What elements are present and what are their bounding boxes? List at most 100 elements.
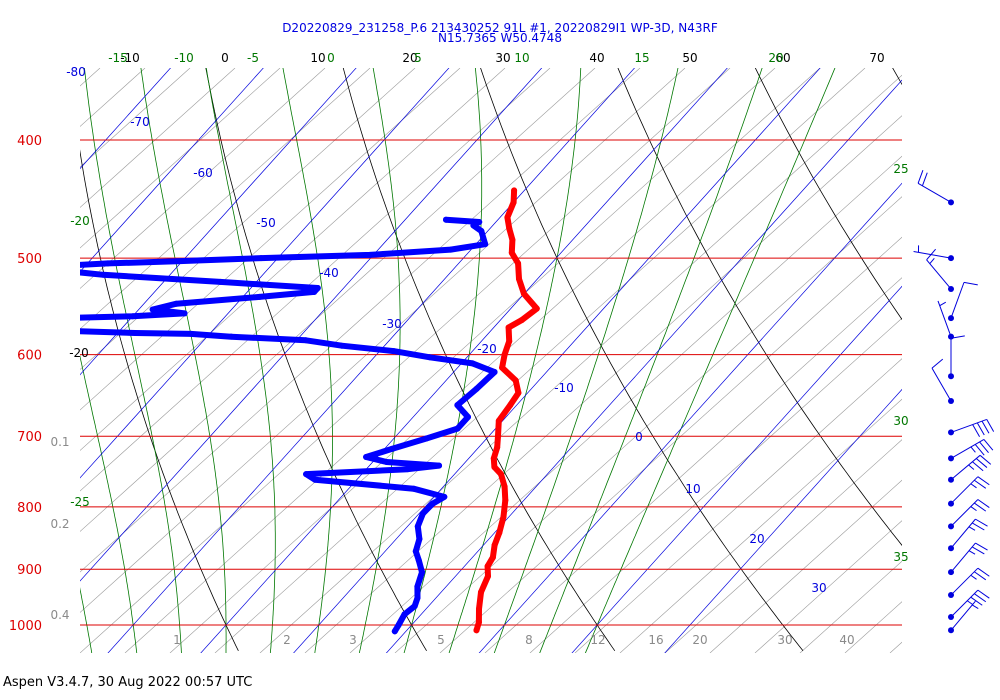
dewpoint-profile-point	[441, 493, 448, 500]
wind-barb-feather	[977, 567, 990, 577]
grid-line	[709, 479, 902, 653]
dry-adiabat-line	[617, 68, 902, 546]
isotherm-line	[80, 68, 171, 170]
wind-barb	[913, 245, 954, 262]
temperature-profile-point	[533, 305, 540, 312]
mixing-ratio-label: 1	[173, 633, 181, 647]
dewpoint-profile-point	[338, 342, 345, 349]
temperature-profile-point	[494, 433, 501, 440]
wind-barb-feather	[975, 458, 988, 468]
dewpoint-profile-point	[49, 267, 55, 273]
wind-barb-feather	[921, 172, 928, 187]
wind-barb-staff	[917, 182, 952, 203]
dewpoint-profile-point	[454, 425, 461, 432]
wind-barb	[948, 438, 994, 462]
dewpoint-profile-point	[43, 327, 49, 333]
chart-subtitle: N15.7365 W50.4748	[438, 31, 562, 45]
pressure-tick-label: 400	[17, 134, 42, 149]
pressure-tick-label: 600	[17, 349, 42, 364]
dewpoint-profile-point	[419, 569, 426, 576]
isotherm-line	[664, 388, 902, 653]
wind-barb-feather	[963, 281, 978, 286]
pressure-tick-label: 900	[17, 563, 42, 578]
dewpoint-profile-point	[391, 628, 398, 635]
dry-adiabat-label: -5	[247, 51, 259, 65]
dewpoint-profile-point	[416, 535, 423, 542]
dewpoint-profile-point	[256, 293, 263, 300]
wind-barb-feather	[970, 596, 983, 606]
mixing-ratio-label: 16	[648, 633, 663, 647]
pressure-tick-label: 1000	[9, 619, 42, 634]
temperature-profile-point	[511, 187, 518, 194]
temperature-tick-label: 0	[221, 51, 229, 65]
grid-line	[304, 115, 902, 653]
moist-adiabat-line	[0, 54, 1, 656]
mixing-ratio-label: 0.1	[50, 435, 69, 449]
temperature-profile-point	[494, 444, 501, 451]
dewpoint-profile-point	[129, 313, 136, 320]
grid-line	[80, 68, 596, 532]
wind-barb-half-feather	[970, 446, 976, 453]
wind-barb	[948, 499, 990, 530]
wind-barb-staff	[950, 438, 985, 459]
dewpoint-profile-point	[363, 453, 370, 460]
wind-barb-half-feather	[968, 526, 976, 531]
dewpoint-profile-point	[390, 348, 397, 355]
dry-adiabat-label: -10	[174, 51, 194, 65]
grid-line	[214, 68, 866, 653]
grid-line	[80, 68, 416, 370]
dewpoint-profile-point	[447, 246, 454, 253]
grid-line	[394, 196, 902, 653]
temperature-tick-label: 50	[682, 51, 697, 65]
dewpoint-profile-point	[314, 284, 321, 291]
dewpoint-profile-point	[473, 385, 480, 392]
grid-line	[935, 68, 1000, 653]
grid-line	[80, 68, 326, 289]
wind-barb-feather	[975, 518, 988, 527]
temperature-profile-point	[491, 542, 498, 549]
footer-text: Aspen V3.4.7, 30 Aug 2022 00:57 UTC	[3, 675, 253, 690]
moist-adiabat-label: 35	[893, 550, 908, 564]
isotherm-label: -70	[130, 115, 150, 129]
isotherm-label: 10	[685, 482, 700, 496]
dry-adiabat-label: 20	[768, 51, 783, 65]
dewpoint-profile-point	[469, 360, 476, 367]
wind-barb-feather	[977, 589, 990, 599]
dewpoint-profile-point	[188, 330, 195, 337]
wind-barb-staff	[950, 499, 979, 527]
temperature-tick-label: 40	[589, 51, 604, 65]
grid-line	[529, 317, 902, 653]
wind-barb-feather	[983, 439, 994, 451]
temperature-profile-point	[501, 483, 508, 490]
wind-barb-staff	[913, 251, 952, 259]
wind-barb-staff	[950, 589, 979, 618]
wind-barb-staff	[950, 282, 965, 319]
wind-barb-feather	[972, 424, 981, 437]
wind-barb-feather	[975, 542, 988, 551]
dewpoint-profile-point	[302, 337, 309, 344]
dewpoint-profile-point	[104, 260, 111, 267]
temperature-profile-point	[504, 214, 511, 221]
grid-line	[664, 439, 902, 653]
wind-barb-feather	[974, 444, 985, 456]
temperature-profile-point	[508, 249, 515, 256]
temperature-profile-point	[500, 513, 507, 520]
temperature-tick-label: -10	[120, 51, 140, 65]
dewpoint-profile-point	[414, 523, 421, 530]
temperature-profile-point	[491, 464, 498, 471]
mixing-ratio-label: 20	[692, 633, 707, 647]
dry-adiabat-label: 5	[414, 51, 422, 65]
temperature-profile-point	[495, 417, 502, 424]
dewpoint-profile-point	[173, 300, 180, 307]
temperature-profile-point	[473, 627, 480, 634]
temperature-profile-point	[518, 316, 525, 323]
wind-barb-staff	[950, 476, 979, 504]
temperature-tick-label: 30	[495, 51, 510, 65]
dewpoint-profile-point	[100, 271, 107, 278]
temperature-profile-point	[506, 338, 513, 345]
dewpoint-profile-point	[464, 413, 471, 420]
grid-line	[0, 68, 10, 653]
wind-barb-feather	[974, 479, 987, 489]
temperature-profile-point	[505, 324, 512, 331]
wind-barb-feather	[931, 358, 944, 369]
